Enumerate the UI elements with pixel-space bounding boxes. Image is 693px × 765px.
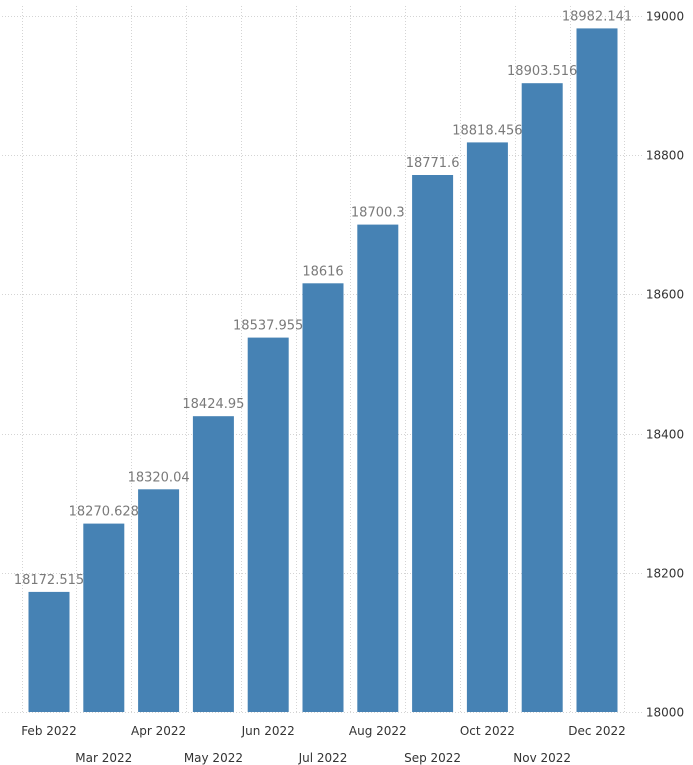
y-tick-label: 19000	[646, 10, 684, 24]
data-labels-layer: 18172.515 18270.628 18320.04 18424.95 18537.…	[14, 9, 632, 588]
y-tick-label: 18800	[646, 149, 684, 163]
y-tick-label: 18400	[646, 428, 684, 442]
bars-layer	[28, 28, 618, 712]
data-label: 18700.3	[351, 206, 405, 221]
x-tick-label: Mar 2022	[75, 751, 132, 765]
data-label: 18424.95	[182, 397, 244, 412]
data-label: 18982.141	[562, 9, 632, 24]
data-label: 18903.516	[507, 64, 577, 79]
y-axis: 18000 18200 18400 18600 18800 19000	[646, 10, 684, 720]
bar	[192, 416, 234, 712]
data-label: 18537.955	[233, 319, 303, 334]
grid-layer	[2, 6, 642, 713]
bar	[576, 28, 618, 712]
data-label: 18771.6	[406, 156, 460, 171]
y-tick-label: 18000	[646, 706, 684, 720]
bar	[466, 142, 508, 712]
x-tick-label: Apr 2022	[131, 724, 186, 738]
x-tick-label: May 2022	[184, 751, 243, 765]
data-label: 18818.456	[452, 123, 522, 138]
data-label: 18172.515	[14, 573, 84, 588]
x-tick-label: Nov 2022	[513, 751, 571, 765]
bar	[138, 489, 180, 712]
x-tick-label: Jul 2022	[298, 751, 348, 765]
x-tick-label: Oct 2022	[460, 724, 515, 738]
bar	[357, 224, 399, 712]
bar	[83, 523, 125, 712]
x-tick-label: Dec 2022	[568, 724, 626, 738]
x-tick-label: Aug 2022	[349, 724, 407, 738]
bar	[302, 283, 344, 712]
data-label: 18616	[302, 264, 343, 279]
data-label: 18270.628	[69, 505, 139, 520]
data-label: 18320.04	[128, 470, 190, 485]
x-tick-label: Feb 2022	[21, 724, 77, 738]
bar	[412, 175, 454, 712]
y-tick-label: 18600	[646, 288, 684, 302]
bar	[521, 83, 563, 712]
x-tick-label: Sep 2022	[404, 751, 461, 765]
bar	[28, 591, 70, 712]
x-tick-label: Jun 2022	[241, 724, 295, 738]
y-tick-label: 18200	[646, 567, 684, 581]
bar	[247, 337, 289, 712]
x-axis: Feb 2022 Mar 2022 Apr 2022 May 2022 Jun 2022…	[21, 724, 626, 765]
